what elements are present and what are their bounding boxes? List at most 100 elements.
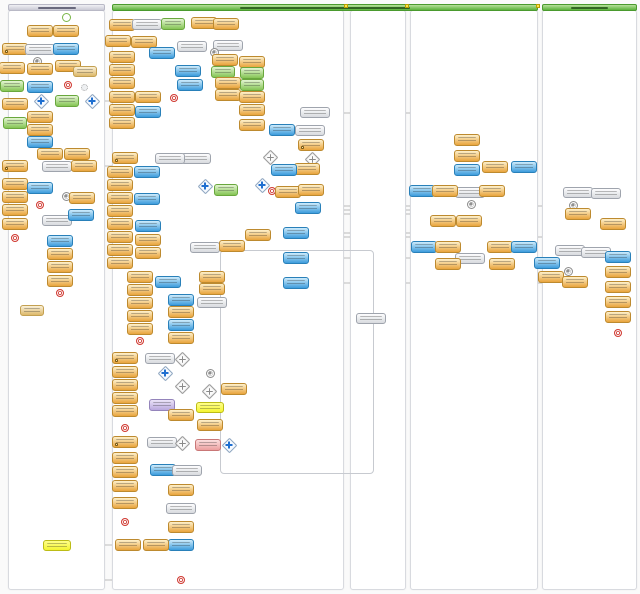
service-task-node[interactable] [605,251,631,263]
user-task-node[interactable] [107,218,133,230]
service-task-node[interactable] [135,220,161,232]
script-task-node[interactable] [0,80,24,92]
script-node[interactable] [43,539,71,551]
service-task-node[interactable] [155,276,181,288]
error-task-node[interactable] [195,439,221,451]
decision-hub-node[interactable] [132,18,162,30]
service-task-node[interactable] [27,182,53,194]
service-task-node[interactable] [269,124,295,136]
user-task-node[interactable] [127,297,153,309]
user-task-node[interactable] [107,257,133,269]
service-task-node[interactable] [295,202,321,214]
user-task-node[interactable] [107,244,133,256]
user-task-node[interactable] [605,296,631,308]
service-task-node[interactable] [454,164,480,176]
user-task-node[interactable] [298,184,324,196]
end-event[interactable] [170,94,178,102]
script-task-node[interactable] [240,79,264,91]
user-task-node[interactable] [219,240,245,252]
user-task-node[interactable] [168,332,194,344]
user-task-node[interactable] [538,271,564,283]
user-task-node[interactable] [143,539,169,551]
user-task-node[interactable] [0,62,25,74]
decision-hub-node[interactable] [591,187,621,199]
user-task-node[interactable] [47,275,73,287]
decision-hub-node[interactable] [197,296,227,308]
lane-header-2[interactable] [112,4,538,11]
service-task-node[interactable] [511,241,537,253]
user-task-node[interactable] [294,163,320,175]
subprocess-task-node[interactable] [298,139,324,151]
user-task-node[interactable] [27,124,53,136]
script-task-node[interactable] [3,117,27,129]
intermediate-event[interactable] [466,199,476,209]
user-task-node[interactable] [435,241,461,253]
user-task-node[interactable] [199,271,225,283]
user-task-node[interactable] [112,392,138,404]
user-task-node[interactable] [605,266,631,278]
user-task-node[interactable] [27,63,53,75]
user-task-node[interactable] [245,229,271,241]
user-task-node[interactable] [107,179,133,191]
script-task-node[interactable] [161,18,185,30]
user-task-node[interactable] [71,160,97,172]
end-event[interactable] [136,337,144,345]
end-event[interactable] [121,518,129,526]
user-task-node[interactable] [454,150,480,162]
user-task-node[interactable] [239,91,265,103]
parallel-gateway[interactable] [221,437,237,453]
service-task-node[interactable] [168,319,194,331]
service-task-node[interactable] [168,539,194,551]
user-task-node[interactable] [127,323,153,335]
user-task-node[interactable] [197,419,223,431]
decision-hub-node[interactable] [295,124,325,136]
service-task-node[interactable] [271,164,297,176]
user-task-node[interactable] [109,51,135,63]
user-task-node[interactable] [562,276,588,288]
script-task-node[interactable] [240,67,264,79]
service-task-node[interactable] [47,235,73,247]
service-task-node[interactable] [135,106,161,118]
user-task-node[interactable] [107,231,133,243]
user-task-node[interactable] [107,205,133,217]
intermediate-event[interactable] [563,266,573,276]
lane-boundary-marker[interactable] [536,4,540,8]
decision-hub-node[interactable] [145,352,175,364]
user-task-node[interactable] [168,484,194,496]
pale-task-node[interactable] [73,65,97,77]
decision-hub-node[interactable] [300,106,330,118]
user-task-node[interactable] [454,134,480,146]
user-task-node[interactable] [239,104,265,116]
service-task-node[interactable] [68,209,94,221]
user-task-node[interactable] [135,91,161,103]
user-task-node[interactable] [69,192,95,204]
user-task-node[interactable] [107,166,133,178]
user-task-node[interactable] [168,409,194,421]
user-task-node[interactable] [168,306,194,318]
user-task-node[interactable] [2,98,28,110]
service-task-node[interactable] [283,227,309,239]
lane-header-1[interactable] [8,4,105,11]
user-task-node[interactable] [239,119,265,131]
user-task-node[interactable] [215,89,241,101]
end-event[interactable] [64,81,72,89]
user-task-node[interactable] [2,191,28,203]
subprocess-task-node[interactable] [112,436,138,448]
end-event[interactable] [614,329,622,337]
lane-header-3[interactable] [542,4,637,11]
user-task-node[interactable] [482,161,508,173]
decision-hub-node[interactable] [166,502,196,514]
service-task-node[interactable] [534,257,560,269]
user-task-node[interactable] [112,466,138,478]
user-task-node[interactable] [112,480,138,492]
user-task-node[interactable] [213,18,239,30]
user-task-node[interactable] [2,178,28,190]
user-task-node[interactable] [479,185,505,197]
user-task-node[interactable] [605,311,631,323]
user-task-node[interactable] [489,258,515,270]
user-task-node[interactable] [487,241,513,253]
service-task-node[interactable] [283,252,309,264]
user-task-node[interactable] [127,271,153,283]
user-task-node[interactable] [112,379,138,391]
user-task-node[interactable] [112,497,138,509]
